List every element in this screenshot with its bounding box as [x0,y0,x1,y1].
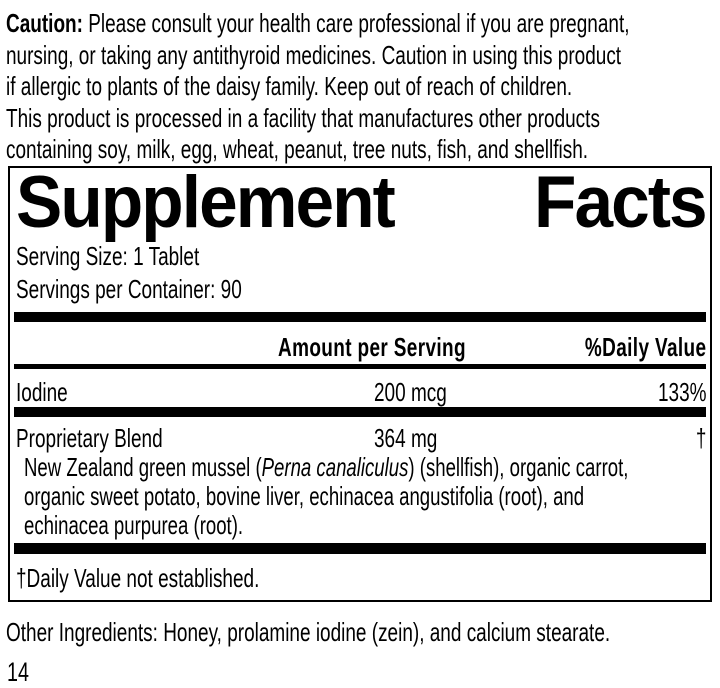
servings-per-container: Servings per Container: 90 [16,273,242,304]
serving-info: Serving Size: 1 Tablet Servings per Cont… [14,240,706,306]
daily-value-footnote-text: †Daily Value not established. [16,562,260,593]
blend-species-latin-name: Perna canaliculus [261,451,409,482]
other-ingredients-text: Other Ingredients: Honey, prolamine iodi… [6,616,611,647]
medium-divider [14,363,706,369]
nutrient-amount: 200 mcg [374,376,447,407]
caution-body-text: Please consult your health care professi… [6,8,630,164]
nutrient-amount: 364 mg [374,422,438,453]
blend-description-pre: New Zealand green mussel ( [24,451,262,482]
daily-value-footnote: †Daily Value not established. [14,554,706,596]
blend-description: New Zealand green mussel (Perna canalicu… [24,451,707,540]
caution-text-block: Caution: Please consult your health care… [6,8,720,166]
thick-divider-middle [14,406,706,417]
page-number-text: 14 [7,656,29,687]
column-header-daily-value: %Daily Value [584,331,706,362]
nutrient-daily-value-dagger: † [695,422,706,453]
caution-label: Caution: [6,8,83,38]
panel-title-word-facts: Facts [534,161,708,243]
nutrient-row-proprietary-blend: Proprietary Blend 364 mg † [14,423,706,453]
column-header-amount: Amount per Serving [278,331,466,362]
blend-description-text: New Zealand green mussel (Perna canalicu… [24,451,707,540]
thick-divider-top [14,311,706,322]
panel-title-word-supplement: Supplement [16,161,396,243]
nutrient-daily-value: 133% [657,376,706,407]
thick-divider-bottom [14,542,706,554]
other-ingredients: Other Ingredients: Honey, prolamine iodi… [6,617,720,648]
supplement-facts-panel: Supplement Facts Serving Size: 1 Tablet … [8,161,712,602]
nutrient-name: Proprietary Blend [16,422,163,453]
panel-title: Supplement Facts [14,161,708,243]
serving-size: Serving Size: 1 Tablet [16,240,200,271]
nutrient-name: Iodine [16,376,68,407]
page-number: 14 [7,657,720,688]
blend-description-post: ) (shellfish), organic carrot, organic s… [24,451,629,540]
table-header-row: Amount per Serving %Daily Value [14,322,706,364]
caution-paragraph: Caution: Please consult your health care… [0,0,720,166]
nutrient-row-iodine: Iodine 200 mcg 133% [14,369,706,407]
